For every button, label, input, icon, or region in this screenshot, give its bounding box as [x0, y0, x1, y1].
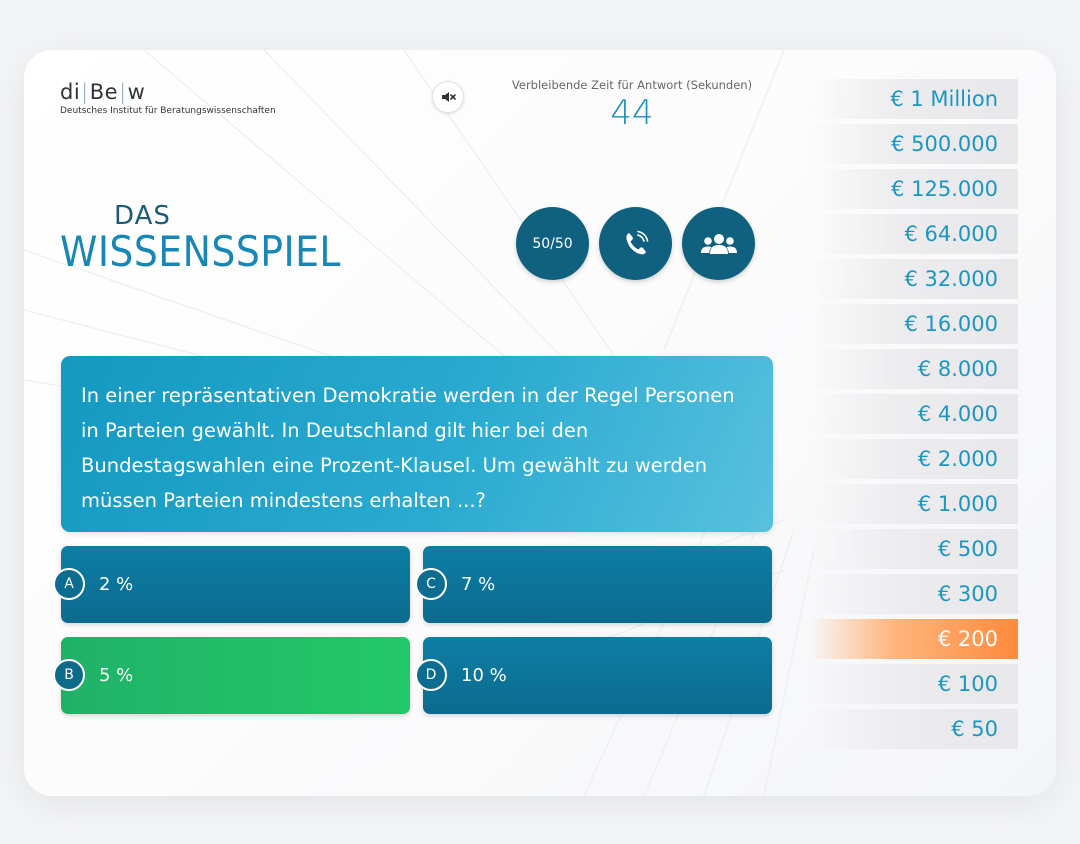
answer-d-button[interactable]: D 10 % — [415, 637, 772, 714]
prize-level: € 500 — [810, 529, 1018, 569]
prize-level: € 50 — [810, 709, 1018, 749]
prize-level: € 500.000 — [810, 124, 1018, 164]
answer-c-button[interactable]: C 7 % — [415, 546, 772, 623]
prize-level: € 100 — [810, 664, 1018, 704]
audience-icon — [700, 233, 737, 254]
mute-button[interactable] — [432, 81, 464, 113]
logo-subtitle: Deutsches Institut für Beratungswissensc… — [60, 106, 276, 116]
speaker-mute-icon — [442, 92, 456, 102]
answer-a-button[interactable]: A 2 % — [53, 546, 410, 623]
title-main: WISSENSSPIEL — [60, 227, 341, 276]
prize-ladder: € 1 Million € 500.000 € 125.000 € 64.000… — [810, 79, 1018, 754]
prize-level: € 125.000 — [810, 169, 1018, 209]
prize-level: € 1.000 — [810, 484, 1018, 524]
prize-level: € 8.000 — [810, 349, 1018, 389]
answer-a-text: 2 % — [99, 574, 134, 595]
answer-c-text: 7 % — [461, 574, 496, 595]
timer-value: 44 — [610, 93, 654, 133]
answer-b-button[interactable]: B 5 % — [53, 637, 410, 714]
phone-joker-button[interactable] — [599, 207, 672, 280]
jokers: 50/50 — [516, 207, 755, 280]
prize-level: € 64.000 — [810, 214, 1018, 254]
prize-level: € 16.000 — [810, 304, 1018, 344]
prize-level: € 1 Million — [810, 79, 1018, 119]
question-box: In einer repräsentativen Demokratie werd… — [61, 356, 773, 532]
answer-d-letter: D — [415, 659, 447, 691]
game-title: DAS WISSENSSPIEL — [60, 202, 372, 274]
audience-joker-button[interactable] — [682, 207, 755, 280]
logo-mark: di|Be|w — [60, 80, 146, 104]
prize-level: € 2.000 — [810, 439, 1018, 479]
answer-b-text: 5 % — [99, 665, 134, 686]
answer-timer: Verbleibende Zeit für Antwort (Sekunden)… — [504, 78, 760, 132]
phone-icon — [625, 230, 648, 254]
timer-label: Verbleibende Zeit für Antwort (Sekunden) — [511, 78, 753, 92]
prize-level: € 300 — [810, 574, 1018, 614]
answer-a-letter: A — [53, 568, 85, 600]
game-card: di|Be|w Deutsches Institut für Beratungs… — [24, 50, 1056, 796]
answer-d-text: 10 % — [461, 665, 507, 686]
prize-level: € 4.000 — [810, 394, 1018, 434]
prize-level: € 32.000 — [810, 259, 1018, 299]
dibew-logo: di|Be|w Deutsches Institut für Beratungs… — [60, 80, 276, 116]
prize-level-current: € 200 — [810, 619, 1018, 659]
answer-c-letter: C — [415, 568, 447, 600]
fifty-fifty-button[interactable]: 50/50 — [516, 207, 589, 280]
title-small: DAS — [114, 201, 171, 231]
answer-b-letter: B — [53, 659, 85, 691]
